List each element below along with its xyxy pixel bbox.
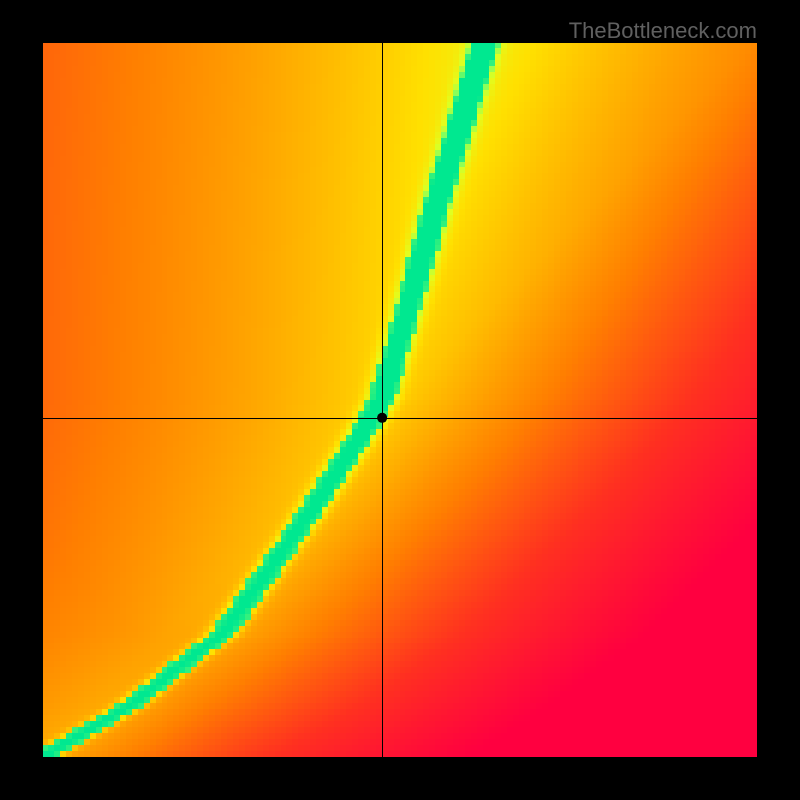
chart-container: { "canvas": { "width": 800, "height": 80… [0, 0, 800, 800]
heatmap-canvas [0, 0, 800, 800]
